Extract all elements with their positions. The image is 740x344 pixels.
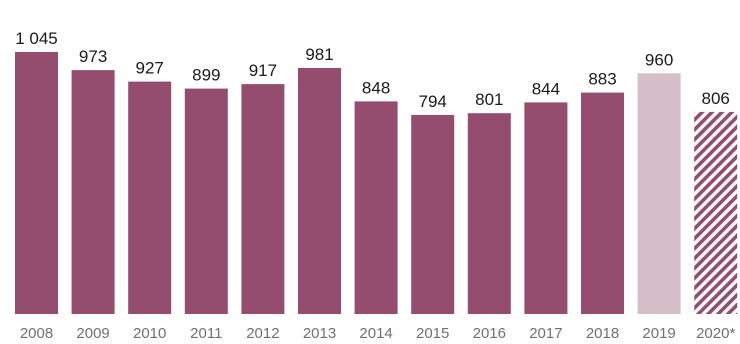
value-label-2009: 973 <box>79 47 107 66</box>
value-labels-group: 1 045 973 927 899 917 981 848 794 801 844 883 960 80… <box>15 29 730 111</box>
bar-2019 <box>637 73 681 314</box>
bars-group <box>15 52 738 315</box>
category-label-2009: 2009 <box>76 325 109 342</box>
value-label-2015: 794 <box>419 92 447 111</box>
bar-2018 <box>581 92 624 314</box>
category-label-2012: 2012 <box>246 325 279 342</box>
value-label-2014: 848 <box>362 78 390 97</box>
value-label-2016: 801 <box>475 90 503 109</box>
category-label-2019: 2019 <box>642 325 675 342</box>
category-label-2013: 2013 <box>303 325 336 342</box>
bar-2010 <box>128 81 172 314</box>
category-label-2014: 2014 <box>359 325 392 342</box>
category-label-2011: 2011 <box>190 325 222 342</box>
bar-2020 <box>694 111 738 315</box>
bar-2015 <box>411 114 455 315</box>
bar-2014 <box>354 101 398 315</box>
value-label-2019: 960 <box>645 50 673 69</box>
category-label-2017: 2017 <box>529 325 562 342</box>
value-label-2011: 899 <box>192 66 220 85</box>
category-label-2015: 2015 <box>416 325 449 342</box>
bar-2013 <box>298 68 341 314</box>
category-label-2016: 2016 <box>473 325 506 342</box>
value-label-2020: 806 <box>702 89 730 108</box>
value-label-2013: 981 <box>305 45 333 64</box>
category-labels-group: 2008 2009 2010 2011 2012 2013 2014 2015 2016 2017… <box>20 325 736 342</box>
value-label-2008: 1 045 <box>15 29 58 48</box>
category-label-2010: 2010 <box>133 325 166 342</box>
value-label-2010: 927 <box>136 59 164 78</box>
bar-2017 <box>524 102 568 315</box>
bar-2011 <box>184 88 228 314</box>
value-label-2018: 883 <box>588 70 616 89</box>
category-label-2018: 2018 <box>586 325 619 342</box>
category-label-2008: 2008 <box>20 325 53 342</box>
bar-2009 <box>71 70 115 314</box>
value-label-2017: 844 <box>532 79 560 98</box>
category-label-2020: 2020* <box>696 325 735 342</box>
bar-2008 <box>15 52 58 314</box>
bar-2012 <box>241 84 285 314</box>
bar-2016 <box>467 113 511 314</box>
value-label-2012: 917 <box>249 61 277 80</box>
